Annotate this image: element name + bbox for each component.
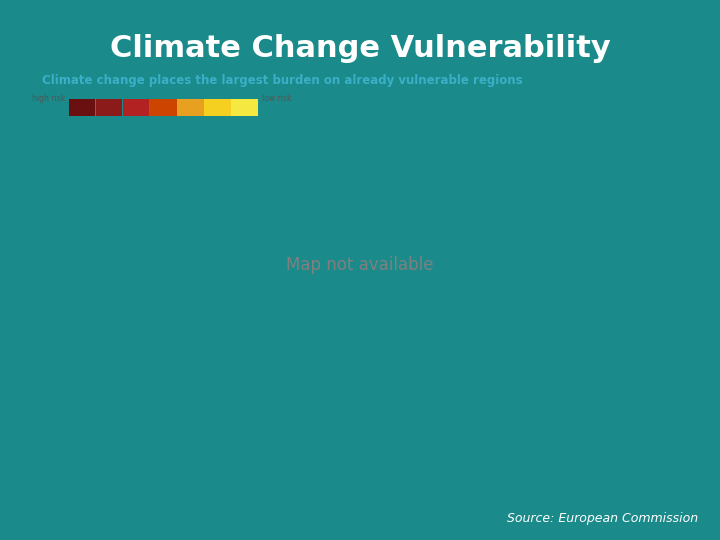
Text: Climate Change Vulnerability: Climate Change Vulnerability (109, 34, 611, 63)
FancyBboxPatch shape (96, 99, 122, 116)
FancyBboxPatch shape (204, 99, 231, 116)
Text: low risk: low risk (262, 94, 292, 103)
FancyBboxPatch shape (232, 99, 258, 116)
FancyBboxPatch shape (123, 99, 149, 116)
FancyBboxPatch shape (68, 99, 95, 116)
Text: Map not available: Map not available (287, 255, 433, 274)
Text: high risk: high risk (32, 94, 66, 103)
Text: Climate change places the largest burden on already vulnerable regions: Climate change places the largest burden… (42, 74, 523, 87)
FancyBboxPatch shape (177, 99, 204, 116)
FancyBboxPatch shape (150, 99, 176, 116)
Text: Source: European Commission: Source: European Commission (508, 512, 698, 525)
